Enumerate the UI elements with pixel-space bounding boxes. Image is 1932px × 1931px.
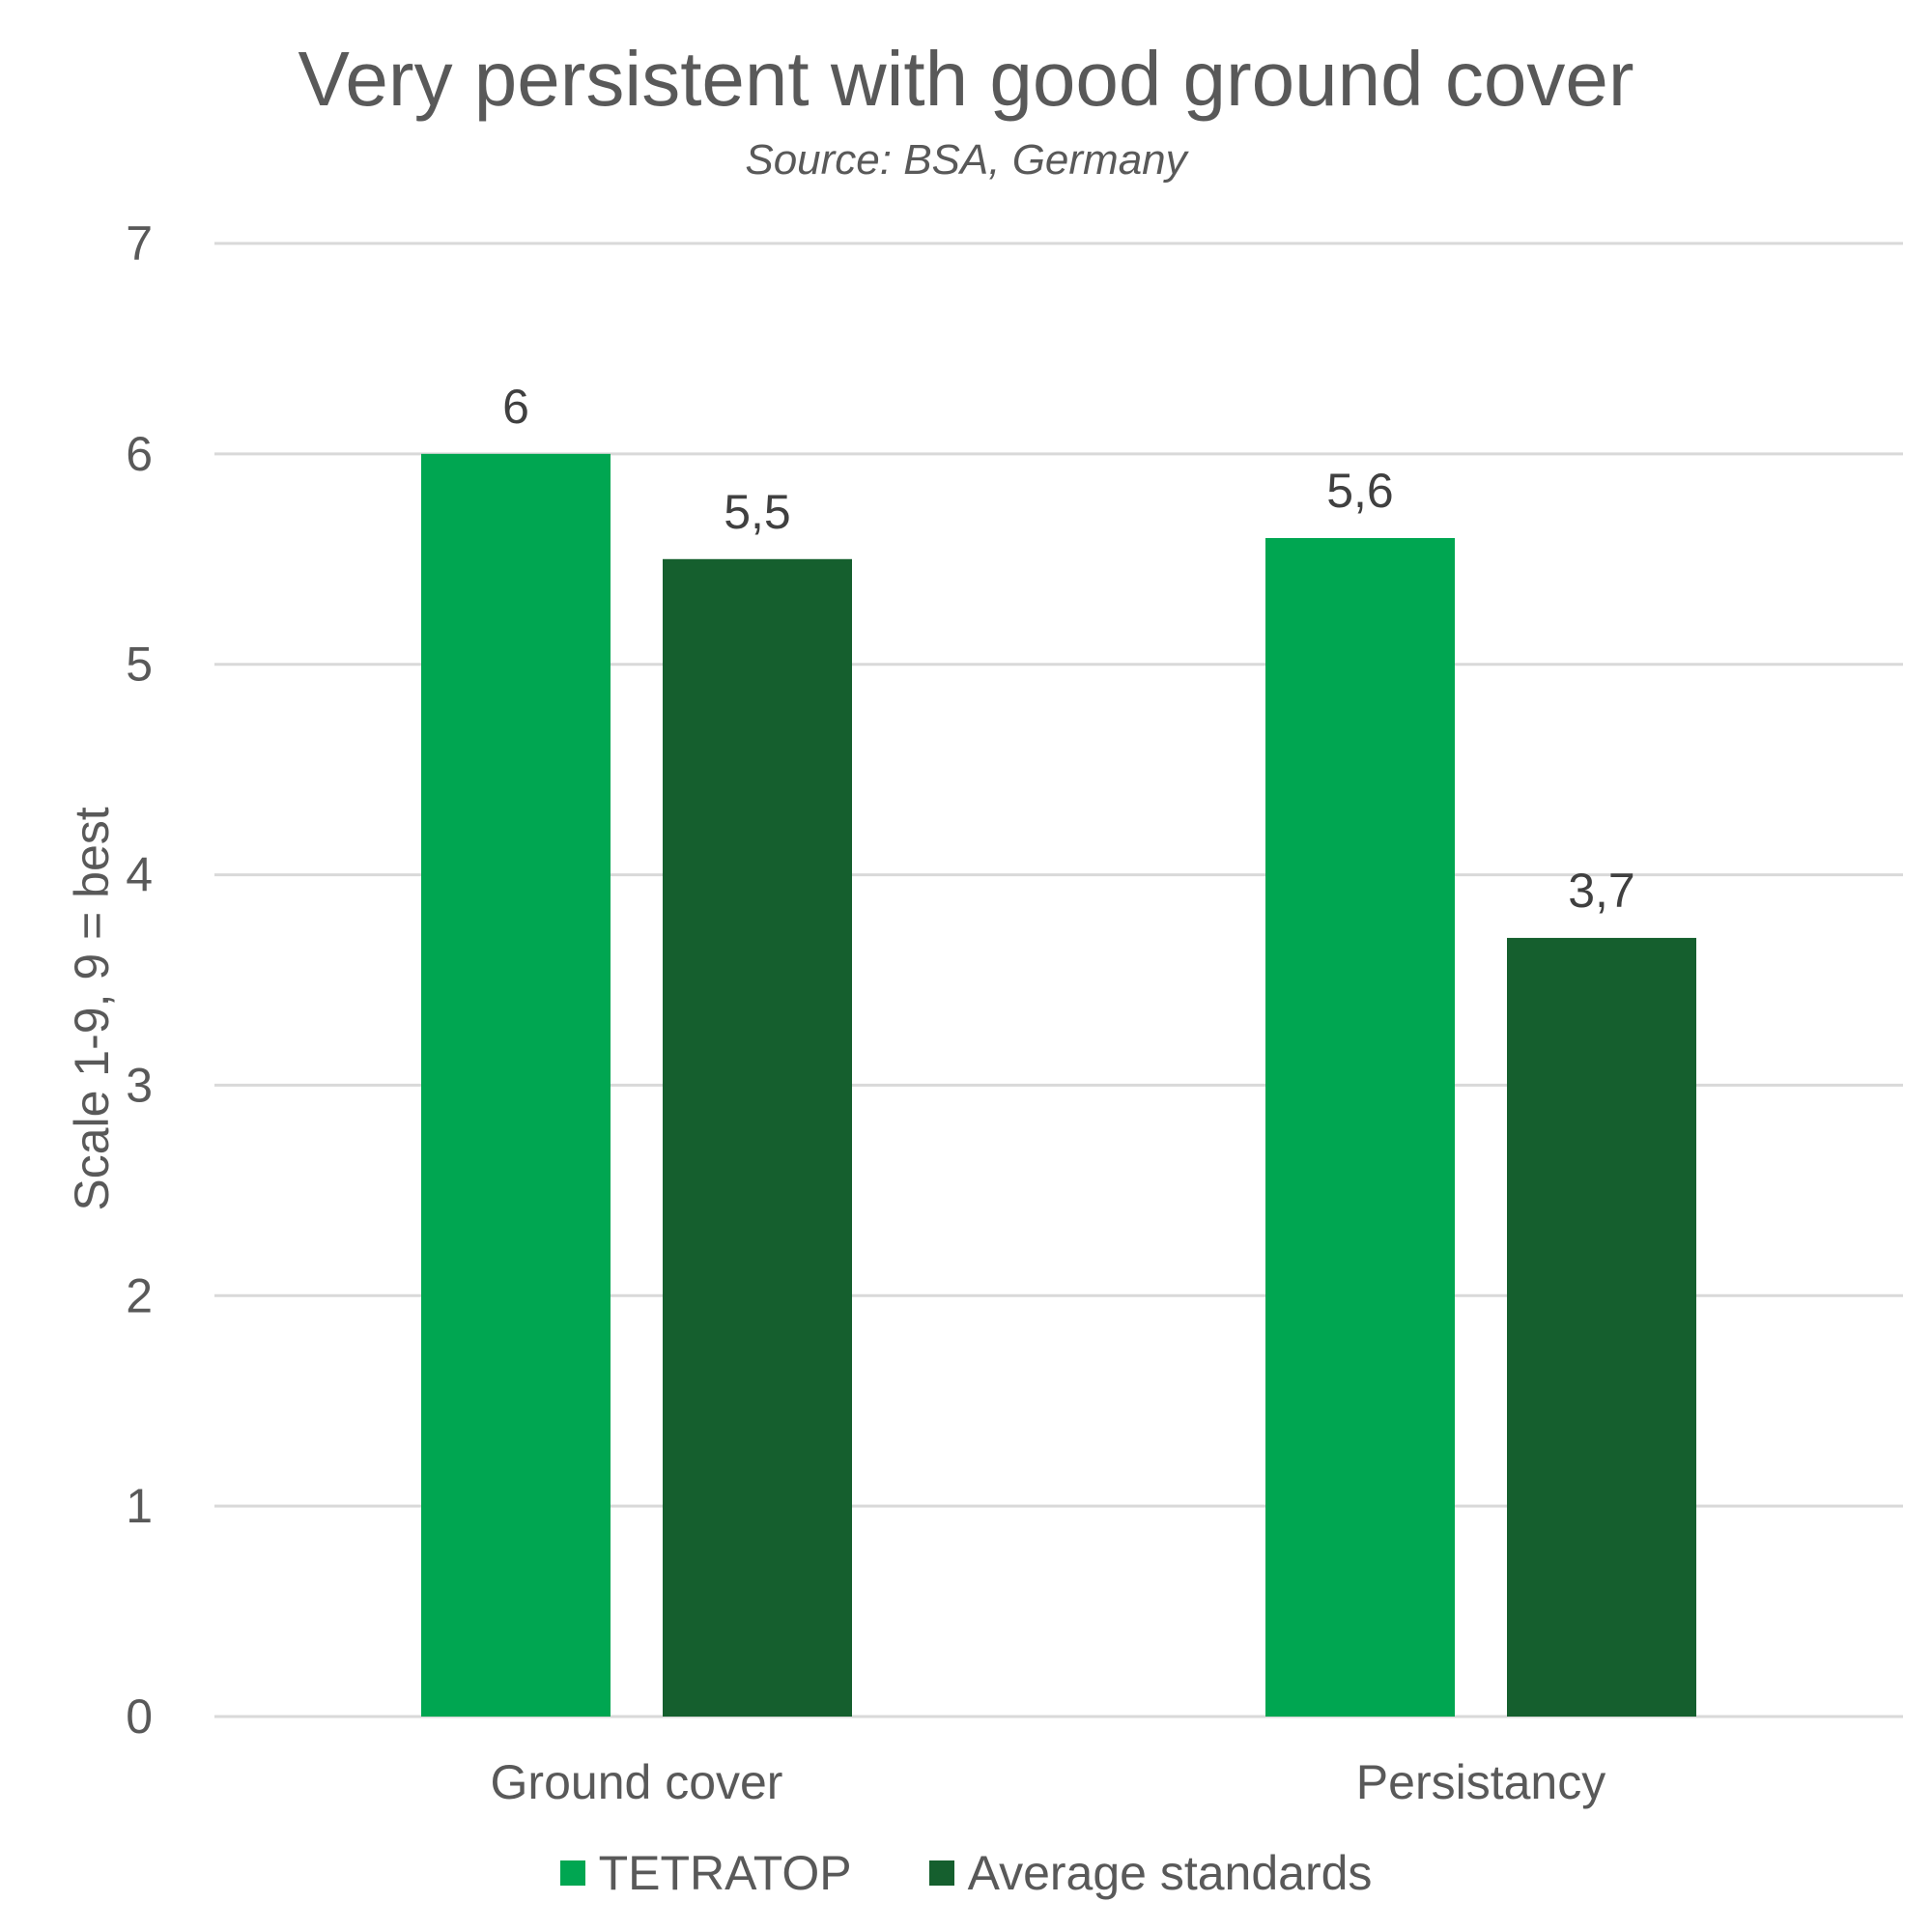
y-tick-label: 2 [126,1268,153,1322]
legend-item-average-standards: Average standards [928,1845,1373,1901]
legend-label-tetratop: TETRATOP [598,1846,852,1900]
legend-label-average-standards: Average standards [967,1846,1373,1900]
data-labels: 6 5,5 5,6 3,7 [502,380,1635,918]
legend-swatch-tetratop [559,1860,585,1886]
y-tick-label: 3 [126,1058,153,1112]
chart-title: Very persistent with good ground cover [298,36,1634,122]
x-category-label: Ground cover [491,1755,783,1809]
data-label: 5,5 [724,485,791,539]
bar [1507,937,1696,1717]
data-label: 5,6 [1326,464,1394,518]
y-tick-label: 1 [126,1479,153,1533]
y-tick-label: 4 [126,848,153,902]
bar [663,558,852,1718]
y-tick-label: 5 [126,638,153,692]
data-label: 3,7 [1568,864,1635,918]
legend-swatch-average-standards [928,1860,954,1886]
legend-item-tetratop: TETRATOP [559,1845,852,1901]
y-tick-label: 0 [126,1690,153,1744]
bar [1265,538,1455,1717]
y-axis-label: Scale 1-9, 9 = best [65,807,119,1210]
y-tick-label: 7 [126,216,153,270]
bar [421,453,611,1717]
x-axis-categories: Ground cover Persistancy [491,1755,1606,1809]
chart-subtitle: Source: BSA, Germany [745,136,1187,184]
y-tick-label: 6 [126,427,153,481]
y-axis-ticks: 0 1 2 3 4 5 6 7 [126,216,153,1744]
data-label: 6 [502,380,529,434]
x-category-label: Persistancy [1356,1755,1605,1809]
legend: TETRATOP Average standards [0,1845,1932,1901]
bars [421,453,1696,1718]
